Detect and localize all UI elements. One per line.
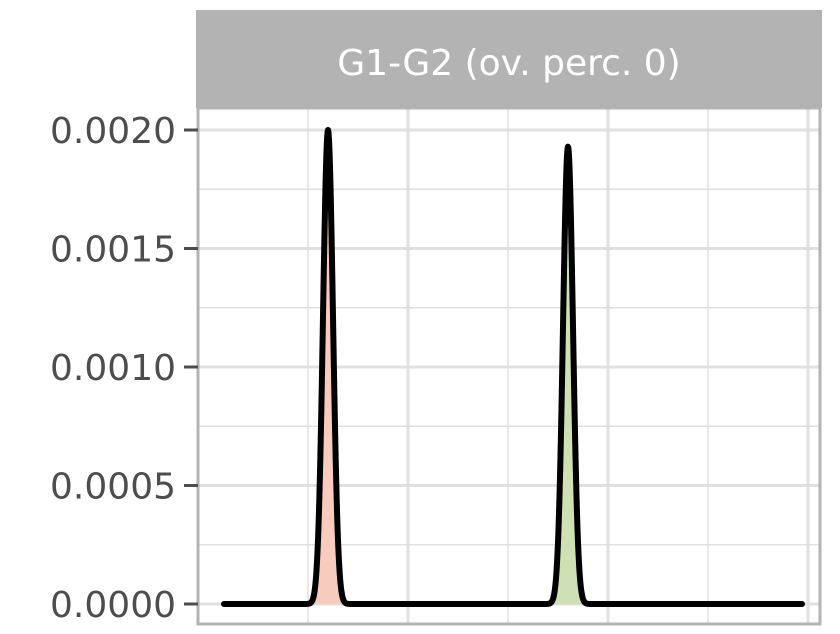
y-tick-label: 0.0005	[50, 467, 176, 508]
y-axis: 0.0000 0.0005 0.0010 0.0015 0.0020	[50, 111, 198, 626]
density-fill	[548, 146, 588, 604]
y-tick-label: 0.0015	[50, 230, 176, 271]
y-tick-label: 0.0010	[50, 348, 176, 389]
facet-strip-label: G1-G2 (ov. perc. 0)	[337, 43, 680, 84]
density-line	[221, 127, 805, 607]
density-curve	[221, 127, 805, 607]
y-tick-label: 0.0000	[50, 585, 176, 626]
y-tick-label: 0.0020	[50, 111, 176, 152]
facet-strip	[196, 10, 822, 108]
density-fill	[308, 130, 348, 604]
density-fills	[308, 130, 588, 604]
panel-grid	[198, 108, 820, 624]
